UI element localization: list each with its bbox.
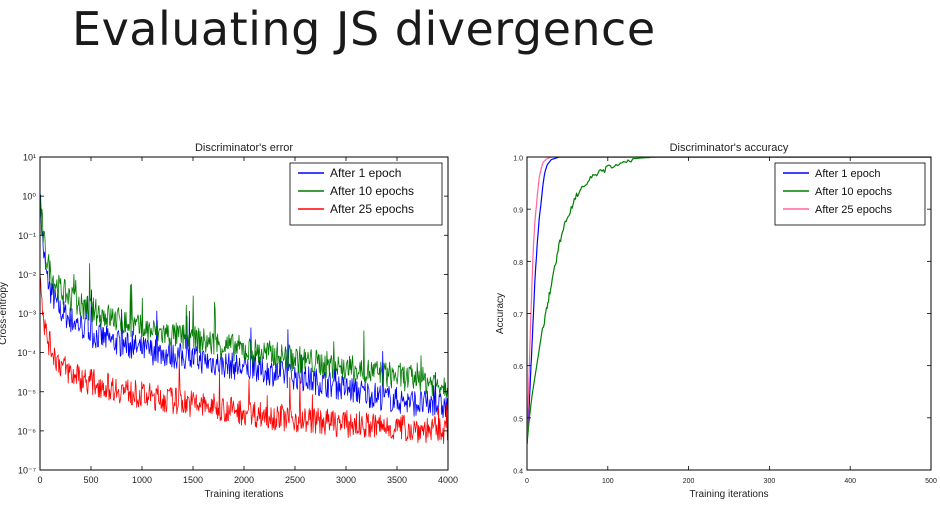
accuracy-chart: Discriminator's accuracy Training iterati… [495, 142, 937, 500]
legend-label: After 25 epochs [330, 202, 414, 216]
x-tick-label: 3500 [387, 475, 407, 485]
x-tick-label: 400 [844, 478, 856, 485]
legend-label: After 1 epoch [815, 168, 880, 180]
y-tick-label: 0.6 [513, 364, 523, 371]
y-tick-label: 10⁻⁵ [18, 387, 37, 397]
y-tick-label: 10⁻⁷ [18, 466, 36, 476]
y-tick-label: 10⁰ [22, 192, 36, 202]
series-line [40, 194, 448, 419]
legend-label: After 1 epoch [330, 166, 401, 180]
legend: After 1 epoch After 10 epochs After 25 epo… [774, 162, 926, 226]
y-tick-label: 10¹ [23, 153, 36, 163]
x-tick-label: 4000 [438, 475, 458, 485]
slide-title: Evaluating JS divergence [72, 2, 656, 56]
series-line [527, 157, 931, 445]
y-tick-label: 0.7 [513, 312, 523, 319]
chart-title: Discriminator's accuracy [670, 142, 789, 154]
x-tick-label: 2000 [234, 475, 254, 485]
legend-label: After 10 epochs [815, 186, 893, 198]
legend-label: After 10 epochs [330, 184, 414, 198]
y-tick-label: 10⁻³ [18, 309, 36, 319]
series-line [527, 157, 931, 445]
series-line [40, 275, 448, 445]
y-tick-label: 10⁻⁴ [17, 348, 36, 358]
x-tick-label: 500 [83, 475, 98, 485]
x-tick-label: 1000 [132, 475, 152, 485]
x-tick-label: 0 [37, 475, 42, 485]
y-axis-label: Accuracy [495, 293, 506, 334]
plot-area [527, 157, 931, 445]
y-tick-label: 10⁻¹ [18, 231, 36, 241]
x-tick-label: 0 [525, 478, 529, 485]
series-line [40, 192, 448, 398]
y-tick-label: 10⁻⁶ [18, 426, 37, 436]
x-axis-label: Training iterations [204, 489, 283, 500]
error-chart: Discriminator's error Training iterations… [0, 142, 458, 500]
y-tick-label: 10⁻² [18, 270, 36, 280]
y-tick-label: 0.9 [513, 208, 523, 215]
y-tick-label: 0.8 [513, 260, 523, 267]
x-axis-label: Training iterations [689, 489, 768, 500]
y-tick-label: 0.4 [513, 469, 523, 476]
x-tick-label: 300 [764, 478, 776, 485]
y-tick-label: 0.5 [513, 416, 523, 423]
y-tick-label: 1.0 [513, 156, 523, 163]
x-tick-label: 2500 [285, 475, 305, 485]
x-tick-label: 100 [602, 478, 614, 485]
x-tick-label: 200 [683, 478, 695, 485]
chart-title: Discriminator's error [195, 142, 293, 154]
legend-label: After 25 epochs [815, 204, 893, 216]
x-tick-label: 1500 [183, 475, 203, 485]
x-tick-label: 500 [925, 478, 937, 485]
legend: After 1 epoch After 10 epochs After 25 epo… [289, 162, 443, 226]
plot-area [40, 192, 448, 445]
y-axis-label: Cross-entropy [0, 282, 9, 345]
x-tick-label: 3000 [336, 475, 356, 485]
series-line [527, 157, 931, 445]
